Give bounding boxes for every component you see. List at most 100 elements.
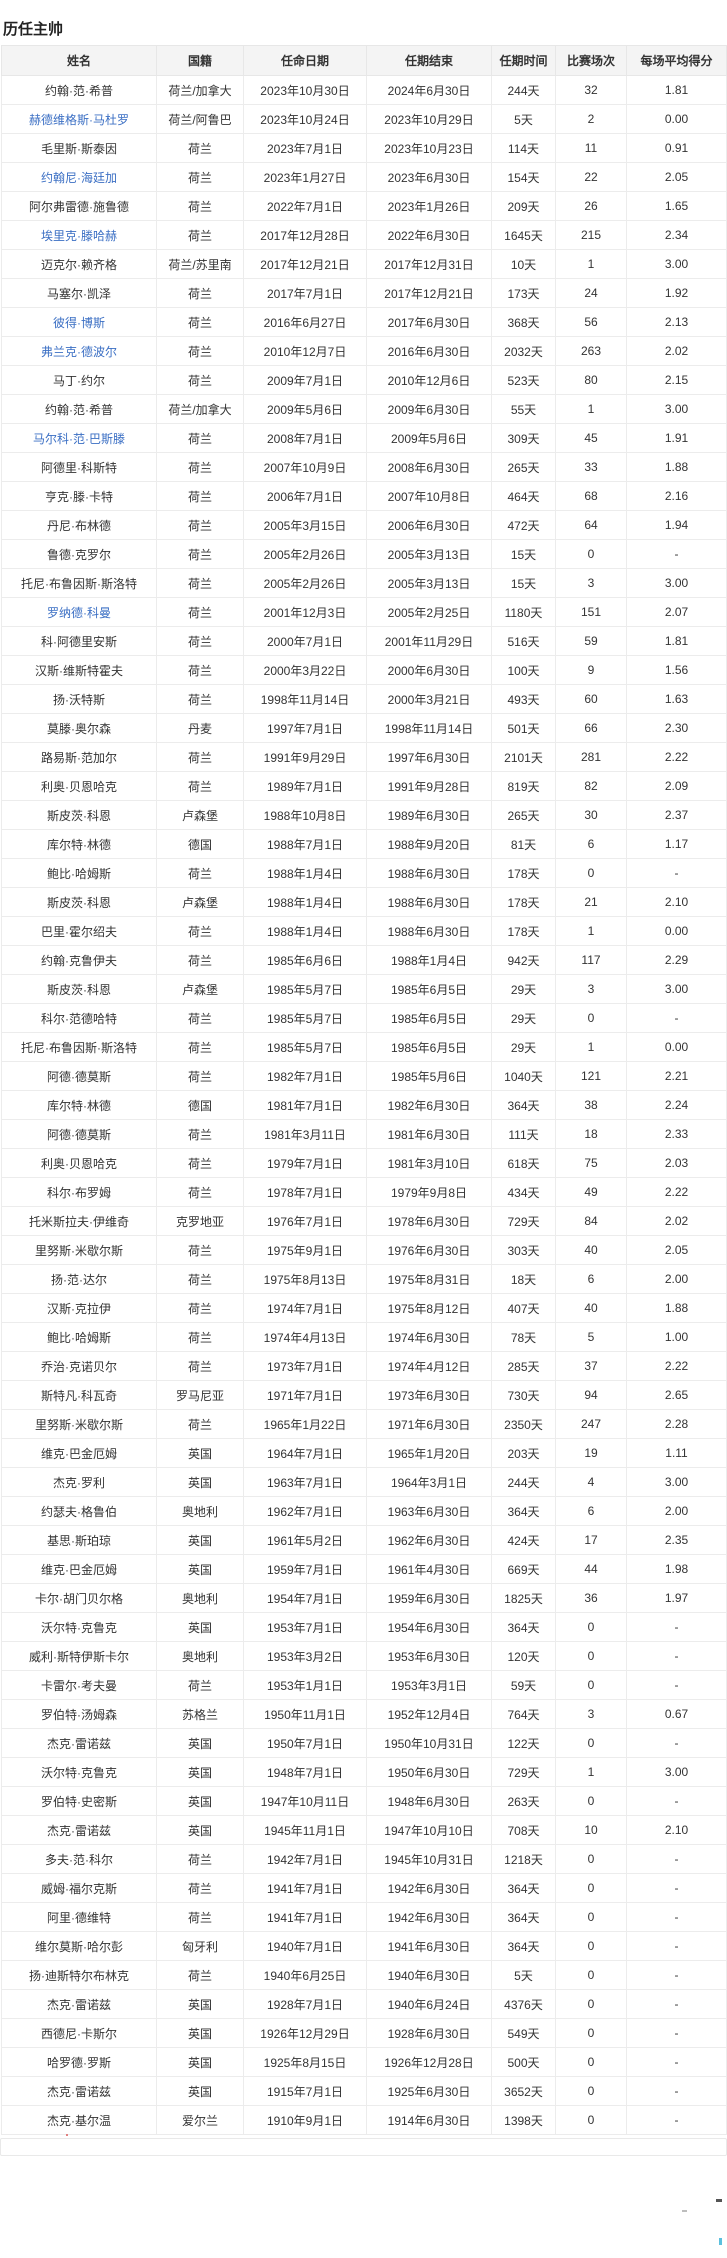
- cell-nationality: 荷兰: [156, 1148, 244, 1178]
- cell-avg: 1.81: [626, 626, 727, 656]
- table-row: 库尔特·林德 德国 1988年7月1日 1988年9月20日 81天 6 1.17: [1, 829, 727, 859]
- cell-duration: 29天: [491, 1032, 556, 1062]
- cell-avg: 0.91: [626, 133, 727, 163]
- cell-end: 1975年8月31日: [366, 1264, 492, 1294]
- cell-avg: 1.81: [626, 75, 727, 105]
- cell-start: 1976年7月1日: [243, 1206, 367, 1236]
- cell-start: 1926年12月29日: [243, 2018, 367, 2048]
- cell-avg: 2.07: [626, 597, 727, 627]
- cell-nationality: 荷兰: [156, 684, 244, 714]
- cell-avg: 3.00: [626, 974, 727, 1004]
- cell-start: 2008年7月1日: [243, 423, 367, 453]
- cell-duration: 203天: [491, 1438, 556, 1468]
- cell-nationality: 荷兰: [156, 568, 244, 598]
- cell-nationality: 荷兰: [156, 771, 244, 801]
- cell-avg: -: [626, 1786, 727, 1816]
- cell-name: 鲍比·哈姆斯: [1, 1322, 157, 1352]
- coach-link[interactable]: 罗纳德·科曼: [47, 605, 111, 620]
- cell-nationality: 荷兰: [156, 278, 244, 308]
- cell-nationality: 英国: [156, 1815, 244, 1845]
- cell-end: 2016年6月30日: [366, 336, 492, 366]
- table-row: 毛里斯·斯泰因 荷兰 2023年7月1日 2023年10月23日 114天 11 0.91: [1, 133, 727, 163]
- cell-nationality: 荷兰: [156, 365, 244, 395]
- cell-start: 2017年12月28日: [243, 220, 367, 250]
- coach-link[interactable]: 彼得·博斯: [53, 315, 105, 330]
- cell-start: 2000年7月1日: [243, 626, 367, 656]
- cell-duration: 15天: [491, 539, 556, 569]
- cell-avg: 0.00: [626, 916, 727, 946]
- cell-end: 2017年12月31日: [366, 249, 492, 279]
- cell-start: 1981年3月11日: [243, 1119, 367, 1149]
- cell-name: 阿德·德莫斯: [1, 1061, 157, 1091]
- cell-nationality: 英国: [156, 1757, 244, 1787]
- cell-duration: 501天: [491, 713, 556, 743]
- cell-duration: 303天: [491, 1235, 556, 1265]
- coach-link[interactable]: 马尔科·范·巴斯滕: [33, 431, 125, 446]
- table-row: 杰克·雷诺兹 英国 1945年11月1日 1947年10月10日 708天 10 2.10: [1, 1815, 727, 1845]
- coach-link[interactable]: 弗兰克·德波尔: [41, 344, 117, 359]
- table-row: 里努斯·米歇尔斯 荷兰 1965年1月22日 1971年6月30日 2350天 247 2.…: [1, 1409, 727, 1439]
- cell-nationality: 英国: [156, 1612, 244, 1642]
- table-row: 卡雷尔·考夫曼 荷兰 1953年1月1日 1953年3月1日 59天 0-: [1, 1670, 727, 1700]
- cell-start: 2016年6月27日: [243, 307, 367, 337]
- cell-avg: 0.00: [626, 104, 727, 134]
- cell-end: 1948年6月30日: [366, 1786, 492, 1816]
- cell-start: 2007年10月9日: [243, 452, 367, 482]
- cell-nationality: 荷兰: [156, 1235, 244, 1265]
- cell-avg: 3.00: [626, 1757, 727, 1787]
- cell-duration: 2032天: [491, 336, 556, 366]
- cell-avg: 2.21: [626, 1061, 727, 1091]
- cell-nationality: 荷兰: [156, 916, 244, 946]
- cell-avg: -: [626, 1844, 727, 1874]
- cell-matches: 84: [555, 1206, 627, 1236]
- cell-matches: 3: [555, 568, 627, 598]
- cell-start: 1991年9月29日: [243, 742, 367, 772]
- cell-duration: 364天: [491, 1612, 556, 1642]
- table-row: 斯皮茨·科恩 卢森堡 1985年5月7日 1985年6月5日 29天 3 3.00: [1, 974, 727, 1004]
- cell-nationality: 荷兰: [156, 510, 244, 540]
- table-row: 阿尔弗雷德·施鲁德 荷兰 2022年7月1日 2023年1月26日 209天 26 1.65: [1, 191, 727, 221]
- cell-name: 丹尼·布林德: [1, 510, 157, 540]
- cell-end: 2001年11月29日: [366, 626, 492, 656]
- cell-end: 2000年3月21日: [366, 684, 492, 714]
- cell-end: 1998年11月14日: [366, 713, 492, 743]
- page-artifact-dot: [66, 2134, 68, 2136]
- cell-start: 1950年11月1日: [243, 1699, 367, 1729]
- table-row: 沃尔特·克鲁克 英国 1953年7月1日 1954年6月30日 364天 0-: [1, 1612, 727, 1642]
- cell-end: 1953年3月1日: [366, 1670, 492, 1700]
- cell-end: 2023年6月30日: [366, 162, 492, 192]
- coach-link[interactable]: 埃里克·滕哈赫: [41, 228, 117, 243]
- table-row: 马塞尔·凯泽 荷兰 2017年7月1日 2017年12月21日 173天 24 1.92: [1, 278, 727, 308]
- cell-name: 托尼·布鲁因斯·斯洛特: [1, 568, 157, 598]
- coach-link[interactable]: 赫德维格斯·马杜罗: [29, 112, 129, 127]
- page-title: 历任主帅: [3, 21, 64, 38]
- cell-matches: 0: [555, 858, 627, 888]
- cell-duration: 2350天: [491, 1409, 556, 1439]
- cell-avg: 2.29: [626, 945, 727, 975]
- cell-avg: 2.22: [626, 1351, 727, 1381]
- cell-avg: 2.02: [626, 1206, 727, 1236]
- cell-matches: 37: [555, 1351, 627, 1381]
- cell-matches: 0: [555, 1873, 627, 1903]
- cell-start: 2023年7月1日: [243, 133, 367, 163]
- cell-matches: 215: [555, 220, 627, 250]
- cell-avg: -: [626, 1003, 727, 1033]
- cell-start: 2023年1月27日: [243, 162, 367, 192]
- cell-duration: 1398天: [491, 2105, 556, 2135]
- cell-start: 1974年4月13日: [243, 1322, 367, 1352]
- coach-link[interactable]: 约翰尼·海廷加: [41, 170, 117, 185]
- cell-matches: 94: [555, 1380, 627, 1410]
- cell-end: 2023年1月26日: [366, 191, 492, 221]
- cell-matches: 0: [555, 539, 627, 569]
- cell-avg: -: [626, 1728, 727, 1758]
- table-row: 鲍比·哈姆斯 荷兰 1988年1月4日 1988年6月30日 178天 0-: [1, 858, 727, 888]
- cell-start: 1961年5月2日: [243, 1525, 367, 1555]
- cell-end: 2006年6月30日: [366, 510, 492, 540]
- cell-matches: 2: [555, 104, 627, 134]
- cell-name: 扬·迪斯特尔布林克: [1, 1960, 157, 1990]
- cell-matches: 49: [555, 1177, 627, 1207]
- cell-start: 1954年7月1日: [243, 1583, 367, 1613]
- cell-start: 1915年7月1日: [243, 2076, 367, 2106]
- cell-name: 库尔特·林德: [1, 1090, 157, 1120]
- cell-matches: 0: [555, 2105, 627, 2135]
